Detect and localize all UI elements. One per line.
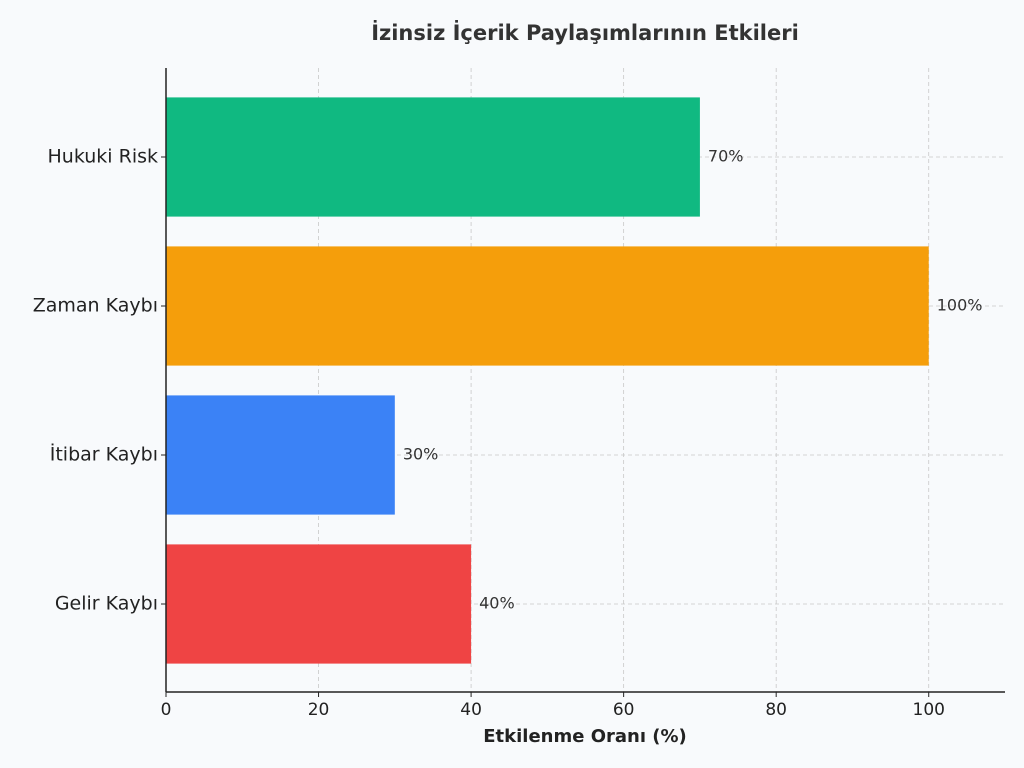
value-label: 70% [708,147,744,166]
y-tick-label: İtibar Kaybı [50,443,158,466]
x-tick-label: 60 [613,700,635,720]
bar [166,395,395,515]
x-tick-label: 100 [913,700,945,720]
value-label: 100% [937,296,983,315]
x-tick-label: 80 [765,700,787,720]
value-label: 40% [479,594,515,613]
bar [166,246,929,366]
x-tick-label: 0 [161,700,172,720]
y-tick-label: Zaman Kaybı [33,295,158,317]
x-axis-label: Etkilenme Oranı (%) [483,726,687,747]
value-label: 30% [403,445,439,464]
chart-title: İzinsiz İçerik Paylaşımlarının Etkileri [371,20,799,45]
y-tick-label: Gelir Kaybı [55,593,158,615]
y-tick-label: Hukuki Risk [48,146,159,168]
bar [166,97,700,217]
x-tick-label: 40 [460,700,482,720]
bar [166,544,472,664]
x-tick-label: 20 [308,700,330,720]
